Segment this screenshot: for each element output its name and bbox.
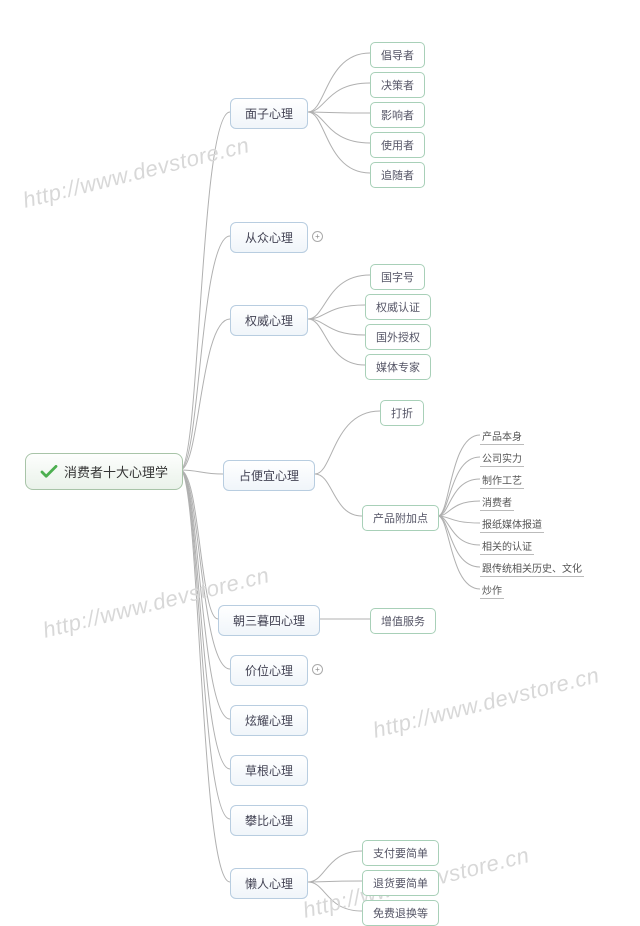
check-icon — [40, 465, 58, 479]
branch-node-xuanyao[interactable]: 炫耀心理 — [230, 705, 308, 736]
branch-node-quanwei[interactable]: 权威心理 — [230, 305, 308, 336]
sub-node[interactable]: 免费退换等 — [362, 900, 439, 926]
sub-node[interactable]: 国外授权 — [365, 324, 431, 350]
sub-node[interactable]: 倡导者 — [370, 42, 425, 68]
sub-node[interactable]: 媒体专家 — [365, 354, 431, 380]
leaf-text: 报纸媒体报道 — [480, 515, 544, 533]
sub-node[interactable]: 产品附加点 — [362, 505, 439, 531]
watermark: http://www.devstore.cn — [20, 132, 252, 213]
branch-node-panbi[interactable]: 攀比心理 — [230, 805, 308, 836]
sub-node[interactable]: 国字号 — [370, 264, 425, 290]
leaf-text: 制作工艺 — [480, 471, 524, 489]
branch-node-caogen[interactable]: 草根心理 — [230, 755, 308, 786]
branch-node-lanren[interactable]: 懒人心理 — [230, 868, 308, 899]
sub-node[interactable]: 使用者 — [370, 132, 425, 158]
sub-node[interactable]: 打折 — [380, 400, 424, 426]
expand-icon[interactable]: + — [312, 664, 323, 675]
sub-node[interactable]: 决策者 — [370, 72, 425, 98]
branch-node-jiawei[interactable]: 价位心理 — [230, 655, 308, 686]
watermark: http://www.devstore.cn — [370, 662, 602, 743]
sub-node[interactable]: 权威认证 — [365, 294, 431, 320]
root-node[interactable]: 消费者十大心理学 — [25, 453, 183, 490]
leaf-text: 跟传统相关历史、文化 — [480, 559, 584, 577]
branch-node-zhaosan[interactable]: 朝三暮四心理 — [218, 605, 320, 636]
leaf-text: 产品本身 — [480, 427, 524, 445]
leaf-text: 炒作 — [480, 581, 504, 599]
root-label: 消费者十大心理学 — [64, 462, 168, 481]
sub-node[interactable]: 退货要简单 — [362, 870, 439, 896]
leaf-text: 相关的认证 — [480, 537, 534, 555]
sub-node[interactable]: 追随者 — [370, 162, 425, 188]
branch-node-zhanpianyi[interactable]: 占便宜心理 — [223, 460, 315, 491]
expand-icon[interactable]: + — [312, 231, 323, 242]
leaf-text: 公司实力 — [480, 449, 524, 467]
leaf-text: 消费者 — [480, 493, 514, 511]
sub-node[interactable]: 影响者 — [370, 102, 425, 128]
branch-node-congzhong[interactable]: 从众心理 — [230, 222, 308, 253]
branch-node-mianzi[interactable]: 面子心理 — [230, 98, 308, 129]
sub-node[interactable]: 支付要简单 — [362, 840, 439, 866]
sub-node[interactable]: 增值服务 — [370, 608, 436, 634]
